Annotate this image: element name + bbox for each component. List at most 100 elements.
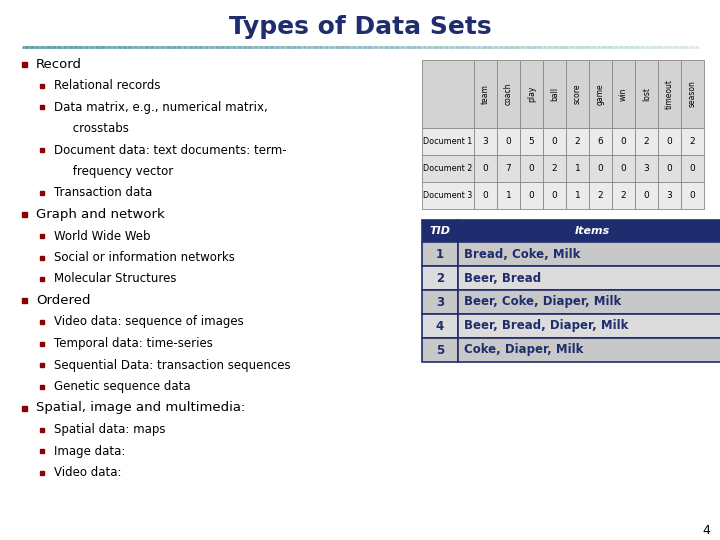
Text: 6: 6 — [598, 137, 603, 146]
Text: 2: 2 — [436, 272, 444, 285]
Bar — [635, 155, 658, 182]
Text: Spatial data: maps: Spatial data: maps — [54, 423, 166, 436]
Bar — [520, 155, 543, 182]
Text: 1: 1 — [505, 191, 511, 200]
Text: 4: 4 — [702, 523, 710, 537]
Text: lost: lost — [642, 87, 651, 101]
Text: timeout: timeout — [665, 79, 674, 109]
Bar — [422, 242, 458, 266]
Bar — [520, 60, 543, 128]
Bar — [40, 255, 44, 260]
Bar — [422, 338, 458, 362]
Text: Beer, Bread: Beer, Bread — [464, 272, 541, 285]
Text: 3: 3 — [644, 164, 649, 173]
Bar — [40, 384, 44, 388]
Text: 1: 1 — [575, 164, 580, 173]
Text: 1: 1 — [575, 191, 580, 200]
Text: Data matrix, e.g., numerical matrix,: Data matrix, e.g., numerical matrix, — [54, 100, 268, 113]
Text: 0: 0 — [505, 137, 511, 146]
Text: 3: 3 — [667, 191, 672, 200]
Text: Spatial, image and multimedia:: Spatial, image and multimedia: — [36, 402, 246, 415]
Text: 0: 0 — [482, 191, 488, 200]
Bar — [40, 449, 44, 453]
Text: 2: 2 — [552, 164, 557, 173]
Bar — [681, 128, 704, 155]
Bar — [40, 234, 44, 238]
Bar — [543, 128, 566, 155]
Bar — [422, 314, 458, 338]
Text: Genetic sequence data: Genetic sequence data — [54, 380, 191, 393]
Bar — [422, 128, 474, 155]
Text: 2: 2 — [644, 137, 649, 146]
Text: Coke, Diaper, Milk: Coke, Diaper, Milk — [464, 343, 583, 356]
Text: 0: 0 — [552, 191, 557, 200]
Text: team: team — [481, 84, 490, 104]
Bar — [497, 155, 520, 182]
Text: crosstabs: crosstabs — [54, 122, 129, 135]
Bar — [40, 148, 44, 152]
Text: Document 1: Document 1 — [423, 137, 472, 146]
Bar — [589, 182, 612, 209]
Bar — [40, 191, 44, 195]
Bar — [40, 320, 44, 324]
Bar — [658, 60, 681, 128]
Text: Molecular Structures: Molecular Structures — [54, 273, 176, 286]
Bar — [589, 60, 612, 128]
Text: 1: 1 — [436, 247, 444, 260]
Bar — [566, 182, 589, 209]
Bar — [40, 363, 44, 367]
Bar — [458, 290, 720, 314]
Text: 0: 0 — [598, 164, 603, 173]
Text: 0: 0 — [621, 164, 626, 173]
Bar — [589, 128, 612, 155]
Text: Document 2: Document 2 — [423, 164, 473, 173]
Bar — [458, 314, 720, 338]
Text: 0: 0 — [690, 191, 696, 200]
Bar — [40, 470, 44, 475]
Text: Sequential Data: transaction sequences: Sequential Data: transaction sequences — [54, 359, 291, 372]
Bar — [520, 128, 543, 155]
Text: Types of Data Sets: Types of Data Sets — [229, 15, 491, 39]
Bar — [681, 60, 704, 128]
Bar — [612, 60, 635, 128]
Text: 0: 0 — [667, 137, 672, 146]
Text: 0: 0 — [528, 191, 534, 200]
Bar — [635, 60, 658, 128]
Text: Graph and network: Graph and network — [36, 208, 165, 221]
Bar — [566, 128, 589, 155]
Bar — [22, 212, 27, 217]
Bar — [458, 220, 720, 242]
Text: 0: 0 — [644, 191, 649, 200]
Bar — [497, 128, 520, 155]
Bar — [612, 182, 635, 209]
Text: 0: 0 — [690, 164, 696, 173]
Bar — [422, 290, 458, 314]
Text: coach: coach — [504, 83, 513, 105]
Bar — [520, 182, 543, 209]
Text: ball: ball — [550, 87, 559, 101]
Text: Document data: text documents: term-: Document data: text documents: term- — [54, 144, 287, 157]
Text: 0: 0 — [667, 164, 672, 173]
Text: 2: 2 — [621, 191, 626, 200]
Text: win: win — [619, 87, 628, 100]
Bar — [566, 60, 589, 128]
Bar — [22, 406, 27, 410]
Text: play: play — [527, 86, 536, 102]
Bar — [635, 128, 658, 155]
Text: 0: 0 — [528, 164, 534, 173]
Text: 0: 0 — [552, 137, 557, 146]
Bar — [40, 428, 44, 431]
Text: 2: 2 — [575, 137, 580, 146]
Text: 4: 4 — [436, 320, 444, 333]
Bar — [589, 155, 612, 182]
Text: 2: 2 — [690, 137, 696, 146]
Bar — [422, 266, 458, 290]
Text: Bread, Coke, Milk: Bread, Coke, Milk — [464, 247, 580, 260]
Text: Temporal data: time-series: Temporal data: time-series — [54, 337, 213, 350]
Bar — [40, 105, 44, 109]
Bar — [681, 155, 704, 182]
Text: 0: 0 — [482, 164, 488, 173]
Text: Transaction data: Transaction data — [54, 186, 152, 199]
Text: Ordered: Ordered — [36, 294, 91, 307]
Text: Image data:: Image data: — [54, 444, 125, 457]
